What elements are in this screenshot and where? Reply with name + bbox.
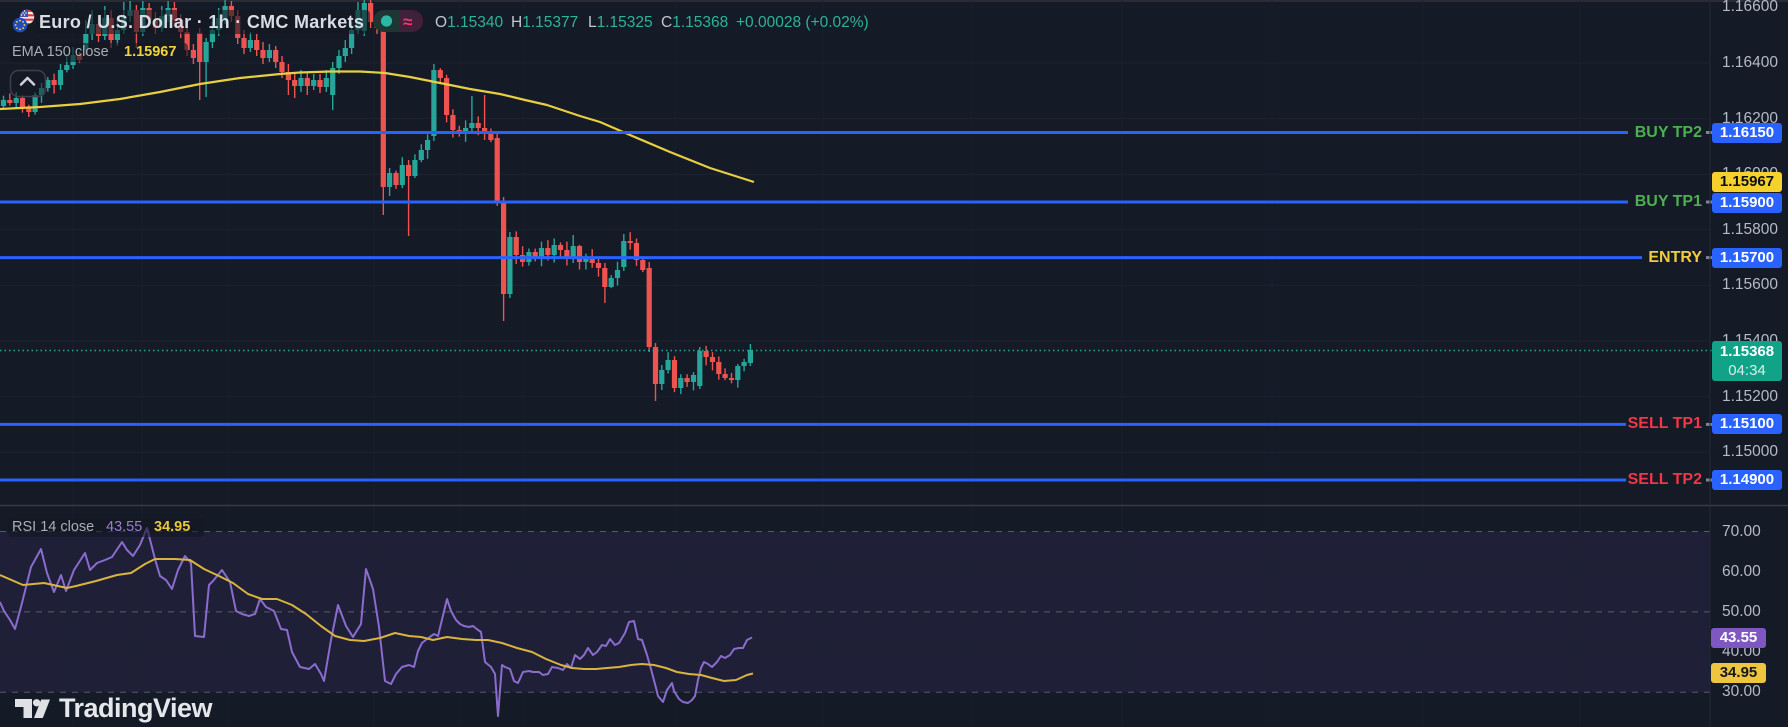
svg-text:TradingView: TradingView [59, 693, 214, 723]
svg-text:≈: ≈ [403, 13, 412, 32]
